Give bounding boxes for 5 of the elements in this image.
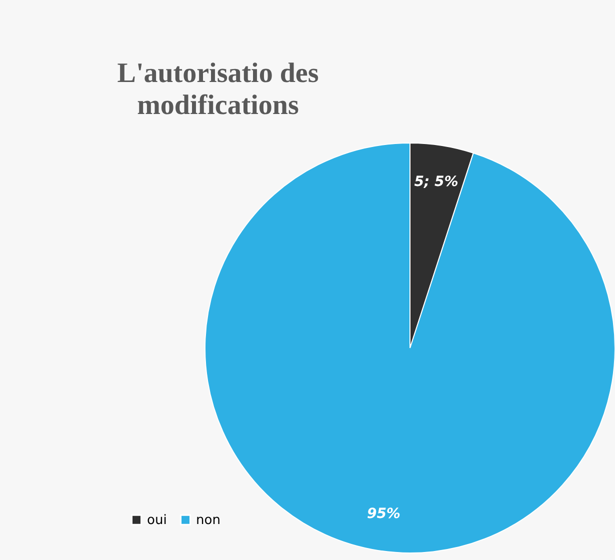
chart-title: L'autorisatio des modifications — [117, 58, 319, 121]
legend-label: non — [196, 512, 220, 528]
data-label: 95% — [366, 506, 400, 522]
data-label: 5; 5% — [414, 174, 458, 190]
legend-label: oui — [147, 512, 167, 528]
